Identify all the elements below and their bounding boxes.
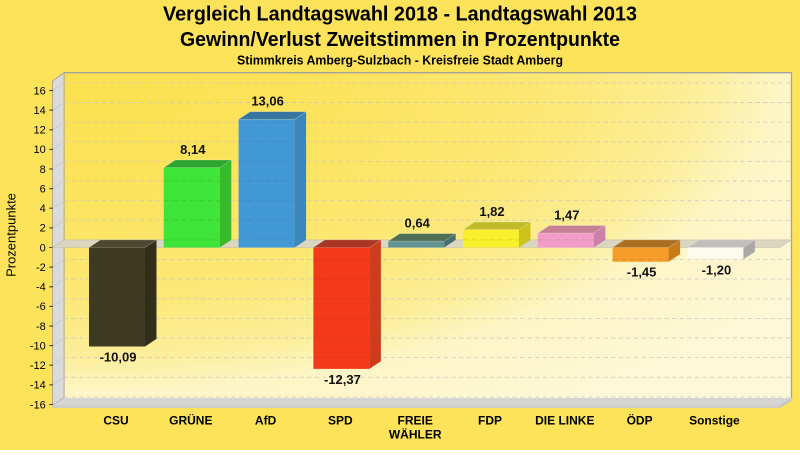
svg-text:Vergleich Landtagswahl 2018 -: Vergleich Landtagswahl 2018 - Landtagswa…: [163, 4, 637, 26]
svg-text:-14: -14: [30, 380, 46, 392]
svg-text:8,14: 8,14: [180, 142, 206, 157]
svg-text:-12: -12: [30, 360, 46, 372]
svg-text:-1,20: -1,20: [702, 262, 732, 277]
svg-text:-16: -16: [30, 399, 46, 411]
svg-text:FREIE: FREIE: [398, 414, 433, 428]
svg-text:Stimmkreis Amberg-Sulzbach - K: Stimmkreis Amberg-Sulzbach - Kreisfreie …: [237, 54, 563, 68]
svg-text:-10,09: -10,09: [100, 350, 137, 365]
svg-text:13,06: 13,06: [251, 94, 284, 109]
svg-text:ÖDP: ÖDP: [627, 413, 653, 428]
svg-text:-2: -2: [36, 262, 46, 274]
svg-text:Gewinn/Verlust Zweitstimmen in: Gewinn/Verlust Zweitstimmen in Prozentpu…: [180, 29, 620, 51]
svg-text:14: 14: [34, 105, 46, 117]
svg-text:0: 0: [40, 242, 46, 254]
svg-text:-10: -10: [30, 340, 46, 352]
svg-text:DIE LINKE: DIE LINKE: [535, 414, 594, 428]
svg-text:-8: -8: [36, 321, 46, 333]
svg-text:16: 16: [34, 85, 46, 97]
svg-text:6: 6: [40, 183, 46, 195]
svg-text:-6: -6: [36, 301, 46, 313]
svg-text:10: 10: [34, 144, 46, 156]
svg-text:SPD: SPD: [328, 414, 353, 428]
svg-text:-1,45: -1,45: [627, 265, 657, 280]
svg-text:2: 2: [40, 223, 46, 235]
svg-text:FDP: FDP: [478, 414, 502, 428]
svg-text:12: 12: [34, 125, 46, 137]
svg-text:CSU: CSU: [103, 414, 128, 428]
svg-text:-4: -4: [36, 282, 46, 294]
svg-text:-12,37: -12,37: [324, 372, 361, 387]
svg-text:0,64: 0,64: [405, 216, 431, 231]
svg-text:Prozentpunkte: Prozentpunkte: [4, 193, 19, 277]
svg-text:Sonstige: Sonstige: [689, 414, 740, 428]
svg-text:8: 8: [40, 164, 46, 176]
svg-text:GRÜNE: GRÜNE: [169, 413, 212, 428]
svg-text:AfD: AfD: [255, 414, 277, 428]
svg-text:1,82: 1,82: [479, 204, 504, 219]
svg-text:1,47: 1,47: [554, 208, 579, 223]
svg-text:4: 4: [40, 203, 46, 215]
svg-text:WÄHLER: WÄHLER: [389, 427, 442, 442]
